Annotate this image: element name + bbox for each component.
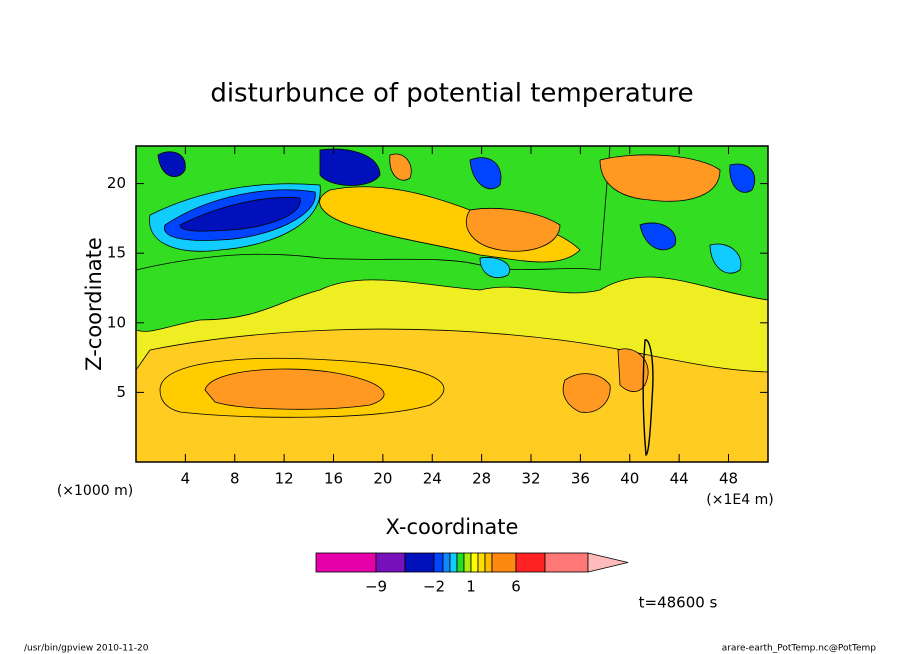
x-tick-label: 32: [521, 470, 540, 488]
colorbar-segment: [470, 552, 479, 573]
x-scale: (×1E4 m): [706, 492, 773, 508]
colorbar-segment: [375, 552, 406, 573]
colorbar-segment: [544, 552, 589, 573]
x-axis-label: X-coordinate: [386, 515, 519, 539]
colorbar-segment: [456, 552, 465, 573]
colorbar-tick-label: 1: [466, 578, 476, 596]
contour-field: [136, 146, 768, 462]
x-tick-label: 28: [472, 470, 491, 488]
colorbar-segment: [491, 552, 517, 573]
x-tick-label: 36: [571, 470, 590, 488]
colorbar-segment: [477, 552, 486, 573]
x-unit: (×1000 m): [57, 483, 133, 499]
colorbar-triangle: [587, 552, 629, 573]
footer-right: arare-earth_PotTemp.nc@PotTemp: [722, 644, 877, 654]
colorbar-segment: [315, 552, 377, 573]
colorbar-tick-label: −2: [423, 578, 445, 596]
y-axis-label: Z-coordinate: [82, 237, 106, 371]
x-tick-label: 16: [324, 470, 343, 488]
x-tick-label: 40: [620, 470, 639, 488]
colorbar-segment: [463, 552, 472, 573]
colorbar-segment: [515, 552, 546, 573]
chart-title: disturbunce of potential temperature: [210, 79, 693, 109]
colorbar-segment: [484, 552, 493, 573]
colorbar-segment: [442, 552, 451, 573]
x-tick-label: 44: [670, 470, 689, 488]
x-tick-label: 48: [719, 470, 738, 488]
y-tick-label: 10: [107, 313, 126, 331]
colorbar-tick-label: 6: [511, 578, 521, 596]
colorbar-segment: [433, 552, 444, 573]
x-tick-label: 24: [423, 470, 442, 488]
x-tick-label: 4: [181, 470, 191, 488]
colorbar-tick-label: −9: [365, 578, 387, 596]
y-tick-label: 5: [116, 383, 126, 401]
y-tick-label: 15: [107, 244, 126, 262]
x-tick-label: 12: [275, 470, 294, 488]
footer-left: /usr/bin/gpview 2010-11-20: [24, 644, 149, 654]
time-label: t=48600 s: [639, 594, 718, 612]
x-tick-label: 8: [230, 470, 240, 488]
colorbar-segment: [449, 552, 458, 573]
plot-frame: [135, 145, 769, 463]
x-tick-label: 20: [373, 470, 392, 488]
y-tick-label: 20: [107, 174, 126, 192]
colorbar-segment: [404, 552, 435, 573]
